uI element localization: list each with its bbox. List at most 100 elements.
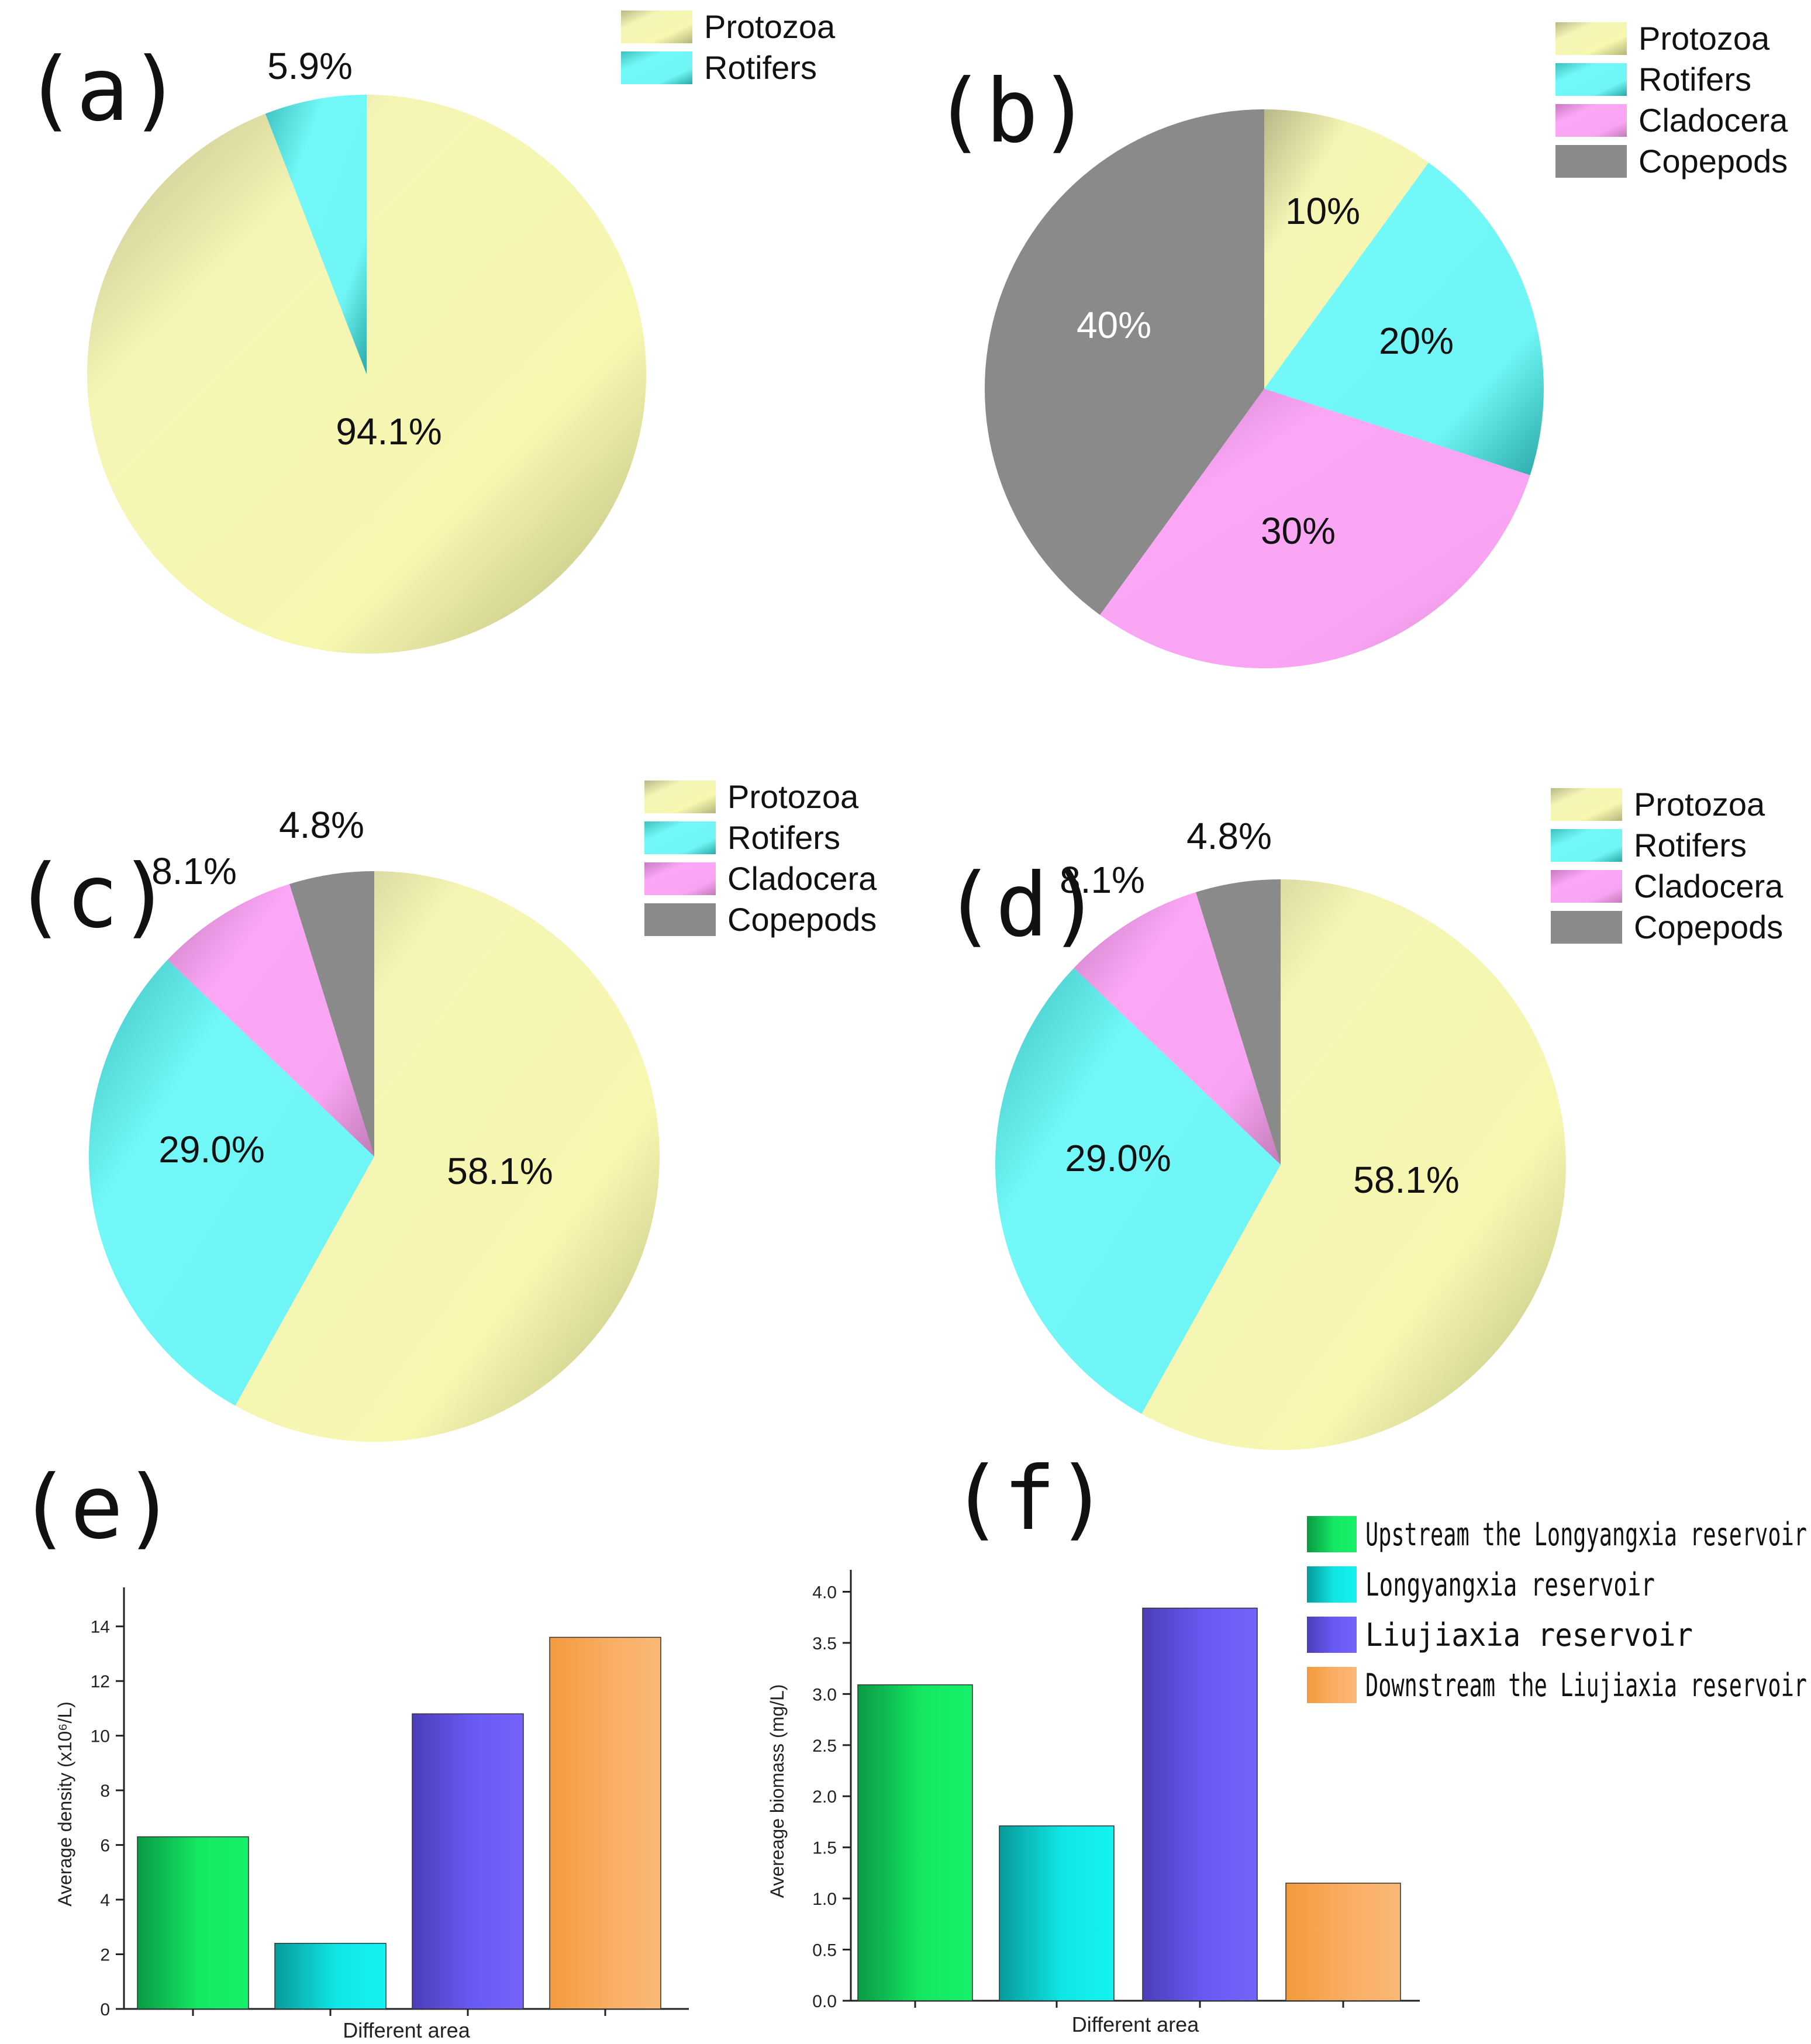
slice-label-copepods: 4.8% (1186, 815, 1272, 857)
y-axis-title: Avereage biomass (mg/L) (767, 1684, 788, 1898)
pie-slice-rotifers (1264, 163, 1544, 475)
bar-upstream-the-longyangxia-reservoir (857, 1684, 973, 2001)
pie-slice-protozoa (1141, 879, 1566, 1450)
legend-swatch-protozoa (621, 11, 692, 43)
y-tick-label: 8 (100, 1781, 110, 1801)
panel-label-d: (d) (943, 855, 1101, 957)
y-tick-label: 3.5 (812, 1634, 837, 1653)
pie-panel-d: (d) 58.1% 29.0% 8.1% 4.8% Protozoa Rotifers Cla… (943, 786, 1784, 1450)
bar-longyangxia-reservoir (999, 1825, 1115, 2001)
panel-label-c: (c) (13, 846, 171, 948)
slice-label-rotifers: 29.0% (158, 1128, 264, 1171)
legend-swatch-rotifers (1555, 63, 1627, 96)
legend-label-rotifers: Rotifers (704, 49, 817, 86)
legend-swatch-rotifers (621, 51, 692, 84)
legend-label-longyangxia-reservoir: Longyangxia reservoir (1365, 1566, 1655, 1603)
legend-label-cladocera: Cladocera (1638, 102, 1788, 139)
legend-label-protozoa: Protozoa (1638, 20, 1770, 57)
pie-panel-a: (a) 94.1% 5.9% Protozoa Rotifers (23, 8, 836, 654)
slice-label-protozoa: 10% (1285, 190, 1360, 232)
legend-label-downstream-the-liujiaxia-reservoir: Downstream the Liujiaxia reservoir (1365, 1667, 1807, 1704)
legend-swatch-upstream-the-longyangxia-reservoir (1307, 1516, 1357, 1552)
x-axis-title: Different area (1072, 2012, 1199, 2036)
legend-label-rotifers: Rotifers (1638, 61, 1751, 98)
legend-label-cladocera: Cladocera (727, 860, 877, 897)
legend-swatch-protozoa (1555, 22, 1627, 55)
slice-label-cladocera: 8.1% (151, 850, 237, 892)
legend-swatch-downstream-the-liujiaxia-reservoir (1307, 1667, 1357, 1703)
pie-slice-protozoa (235, 871, 660, 1442)
y-tick-label: 4 (100, 1891, 110, 1910)
slice-label-cladocera: 30% (1261, 510, 1336, 552)
pie-slice-copepods (984, 109, 1264, 615)
pie-slice-cladocera (167, 884, 374, 1156)
legend-label-copepods: Copepods (727, 901, 877, 938)
y-axis-title: Average density (x10⁶/L) (54, 1701, 75, 1907)
legend-swatch-cladocera (1551, 870, 1622, 903)
slice-label-cladocera: 8.1% (1060, 859, 1145, 901)
y-tick-label: 2.5 (812, 1736, 837, 1756)
pie-panel-b: (b) 10% 20% 30% 40% Protozoa Rotifers Cladocera… (933, 20, 1788, 669)
y-tick-label: 0.0 (812, 1992, 837, 2011)
legend-swatch-protozoa (644, 781, 716, 813)
bar-panel-f: (f) 0.0 0.5 1.0 1.5 2.0 2.5 3.0 3.5 4.0 Different … (767, 1448, 1807, 2036)
slice-label-copepods: 4.8% (279, 804, 364, 846)
y-tick-label: 3.0 (812, 1685, 837, 1704)
bar-downstream-the-liujiaxia-reservoir (549, 1636, 661, 2010)
bar-longyangxia-reservoir (274, 1943, 387, 2010)
legend-label-copepods: Copepods (1634, 909, 1783, 945)
panel-label-a: (a) (23, 39, 182, 141)
legend-swatch-rotifers (1551, 829, 1622, 862)
y-tick-label: 12 (91, 1672, 110, 1691)
pie-slice-rotifers (995, 968, 1281, 1414)
legend-swatch-copepods (644, 903, 716, 936)
legend-swatch-liujiaxia-reservoir (1307, 1617, 1357, 1653)
panel-label-e: (e) (18, 1457, 176, 1559)
legend-swatch-copepods (1555, 145, 1627, 178)
bar-downstream-the-liujiaxia-reservoir (1285, 1883, 1401, 2001)
pie-slice-copepods (1196, 879, 1281, 1165)
slice-label-protozoa: 94.1% (336, 410, 441, 453)
legend-label-copepods: Copepods (1638, 143, 1788, 179)
slice-label-protozoa: 58.1% (1353, 1159, 1459, 1201)
bar-liujiaxia-reservoir (1142, 1607, 1258, 2001)
y-tick-label: 1.0 (812, 1890, 837, 1909)
pie-slice-protozoa (1264, 109, 1429, 389)
y-tick-label: 0.5 (812, 1941, 837, 1960)
bar-liujiaxia-reservoir (412, 1713, 524, 2010)
legend-swatch-cladocera (1555, 104, 1627, 137)
y-tick-label: 2.0 (812, 1787, 837, 1807)
slice-label-rotifers: 5.9% (267, 45, 353, 87)
legend-label-liujiaxia-reservoir: Liujiaxia reservoir (1365, 1617, 1693, 1653)
pie-panel-c: (c) 58.1% 29.0% 8.1% 4.8% Protozoa Rotifers Cla… (13, 778, 877, 1442)
y-tick-label: 1.5 (812, 1839, 837, 1858)
slice-label-rotifers: 20% (1379, 320, 1454, 362)
panel-label-f: (f) (950, 1448, 1109, 1550)
y-tick-label: 2 (100, 1946, 110, 1965)
legend-label-cladocera: Cladocera (1634, 868, 1784, 904)
y-tick-label: 10 (91, 1727, 110, 1746)
legend-label-protozoa: Protozoa (727, 778, 859, 815)
legend-label-rotifers: Rotifers (1634, 827, 1747, 864)
pie-slice-copepods (289, 871, 374, 1156)
legend-label-upstream-the-longyangxia-reservoir: Upstream the Longyangxia reservoir (1365, 1516, 1807, 1553)
legend-swatch-longyangxia-reservoir (1307, 1566, 1357, 1603)
x-axis-title: Different area (343, 2018, 470, 2042)
pie-slice-rotifers (88, 959, 374, 1406)
pie-slice-cladocera (1100, 389, 1530, 669)
slice-label-protozoa: 58.1% (447, 1150, 553, 1192)
panel-label-b: (b) (933, 61, 1091, 163)
legend-swatch-rotifers (644, 821, 716, 854)
y-tick-label: 0 (100, 2000, 110, 2019)
y-tick-label: 14 (91, 1618, 110, 1637)
legend-swatch-copepods (1551, 911, 1622, 944)
y-tick-label: 6 (100, 1836, 110, 1856)
slice-label-rotifers: 29.0% (1065, 1137, 1171, 1179)
y-tick-label: 4.0 (812, 1583, 837, 1602)
legend-label-protozoa: Protozoa (1634, 786, 1765, 823)
bar-upstream-the-longyangxia-reservoir (137, 1836, 249, 2010)
bar-panel-e: (e) 0 2 4 6 8 10 12 14 Different area Average dens… (18, 1457, 689, 2042)
pie-slice-protozoa (87, 94, 647, 654)
pie-slice-rotifers (265, 95, 367, 374)
legend-label-protozoa: Protozoa (704, 8, 836, 45)
